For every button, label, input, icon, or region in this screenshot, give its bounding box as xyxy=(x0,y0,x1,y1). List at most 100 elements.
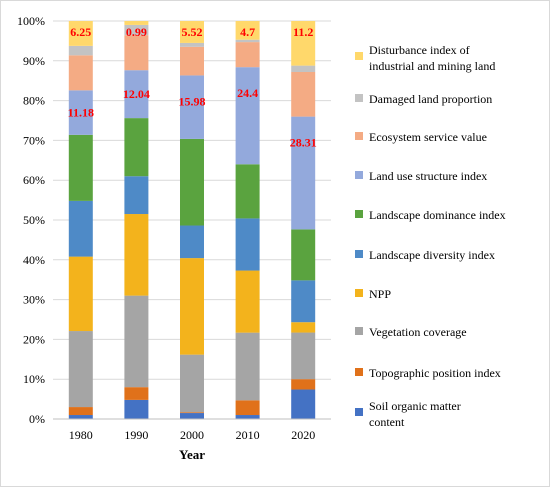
legend-swatch-npp xyxy=(355,289,363,297)
data-label-land-use-structure-index: 11.18 xyxy=(68,106,94,120)
bar-segment-topographic-position-index-1980 xyxy=(68,407,93,416)
legend-label-npp: NPP xyxy=(369,287,391,301)
legend-label-landscape-dominance-index: Landscape dominance index xyxy=(369,208,506,222)
data-label-disturbance-index-of-industrial-and-mining-land: 11.2 xyxy=(293,25,313,39)
y-tick-label: 30% xyxy=(23,293,45,307)
bar-segment-landscape-diversity-index-1990 xyxy=(124,176,149,215)
legend-label-land-use-structure-index: Land use structure index xyxy=(369,169,487,183)
legend-label-disturbance-index-of-industrial-and-mining-land: Disturbance index of industrial and minin… xyxy=(369,43,495,73)
legend-swatch-disturbance-index-of-industrial-and-mining-land xyxy=(355,52,363,60)
data-label-disturbance-index-of-industrial-and-mining-land: 0.99 xyxy=(126,25,147,39)
legend-swatch-topographic-position-index xyxy=(355,368,363,376)
bar-segment-ecosystem-service-value-2000 xyxy=(180,46,204,76)
data-label-land-use-structure-index: 12.04 xyxy=(123,87,150,101)
y-tick-label: 40% xyxy=(23,253,45,267)
bar-segment-landscape-dominance-index-1980 xyxy=(68,134,93,201)
bar-segment-landscape-dominance-index-1990 xyxy=(124,118,149,177)
data-label-land-use-structure-index: 28.31 xyxy=(290,136,317,150)
bar-segment-damaged-land-proportion-2020 xyxy=(291,65,316,72)
bar-segment-land-use-structure-index-2000 xyxy=(180,75,204,139)
data-labels: 6.25 0.99 5.52 4.7 11.2 11.18 12.04 15.98 24.4 28… xyxy=(68,25,317,150)
bar-segment-landscape-dominance-index-2010 xyxy=(235,164,260,219)
y-tick-label: 0% xyxy=(29,412,45,426)
bar-segment-land-use-structure-index-2020 xyxy=(291,116,316,230)
bar-segment-disturbance-index-of-industrial-and-mining-land-2020 xyxy=(291,21,316,66)
bar-segment-vegetation-coverage-2020 xyxy=(291,332,316,380)
bar-segment-disturbance-index-of-industrial-and-mining-land-1990 xyxy=(124,21,149,25)
bar-segment-npp-2000 xyxy=(180,258,204,355)
bar-segment-topographic-position-index-2000 xyxy=(180,412,204,414)
bars xyxy=(68,21,316,419)
bar-segment-npp-2010 xyxy=(235,270,260,333)
x-axis-ticks: 1980 1990 2000 2010 2020 xyxy=(69,428,315,442)
x-tick-label: 2020 xyxy=(291,428,315,442)
x-tick-label: 2010 xyxy=(236,428,260,442)
bar-segment-land-use-structure-index-1980 xyxy=(68,90,93,135)
bar-segment-landscape-diversity-index-1980 xyxy=(68,200,93,257)
bar-segment-land-use-structure-index-1990 xyxy=(124,70,149,119)
bar-segment-soil-organic-matter-content-2020 xyxy=(291,389,316,419)
x-tick-label: 1980 xyxy=(69,428,93,442)
y-tick-label: 50% xyxy=(23,213,45,227)
legend-swatch-damaged-land-proportion xyxy=(355,94,363,102)
legend-label-damaged-land-proportion: Damaged land proportion xyxy=(369,92,492,106)
bar-segment-landscape-dominance-index-2020 xyxy=(291,229,316,281)
bar-segment-ecosystem-service-value-2020 xyxy=(291,71,316,117)
legend-swatch-vegetation-coverage xyxy=(355,327,363,335)
bar-segment-topographic-position-index-2020 xyxy=(291,379,316,390)
bar-segment-landscape-diversity-index-2020 xyxy=(291,280,316,323)
y-tick-label: 70% xyxy=(23,133,45,147)
legend-label-landscape-diversity-index: Landscape diversity index xyxy=(369,248,495,262)
bar-segment-damaged-land-proportion-2010 xyxy=(235,39,260,43)
legend-label-topographic-position-index: Topographic position index xyxy=(369,366,501,380)
data-label-disturbance-index-of-industrial-and-mining-land: 4.7 xyxy=(240,25,255,39)
y-axis-ticks: 0% 10% 20% 30% 40% 50% 60% 70% 80% 90% 100% xyxy=(17,14,45,426)
bar-segment-ecosystem-service-value-1980 xyxy=(68,55,93,91)
bar-segment-topographic-position-index-1990 xyxy=(124,387,149,400)
bar-segment-npp-1980 xyxy=(68,256,93,332)
bar-segment-ecosystem-service-value-2010 xyxy=(235,42,260,68)
bar-segment-damaged-land-proportion-1990 xyxy=(124,24,149,36)
bar-segment-vegetation-coverage-2010 xyxy=(235,332,260,401)
y-tick-label: 80% xyxy=(23,94,45,108)
legend: Disturbance index of industrial and minin… xyxy=(355,43,506,429)
data-label-disturbance-index-of-industrial-and-mining-land: 6.25 xyxy=(70,25,91,39)
data-label-land-use-structure-index: 15.98 xyxy=(179,94,206,108)
bar-segment-damaged-land-proportion-2000 xyxy=(180,42,204,47)
x-axis-title: Year xyxy=(179,447,205,462)
y-tick-label: 90% xyxy=(23,54,45,68)
bar-segment-topographic-position-index-2010 xyxy=(235,400,260,416)
bar-segment-ecosystem-service-value-1990 xyxy=(124,35,149,71)
x-tick-label: 2000 xyxy=(180,428,204,442)
bar-segment-soil-organic-matter-content-2010 xyxy=(235,415,260,419)
bar-segment-landscape-dominance-index-2000 xyxy=(180,138,204,226)
bar-segment-land-use-structure-index-2010 xyxy=(235,67,260,165)
legend-label-ecosystem-service-value: Ecosystem service value xyxy=(369,130,487,144)
bar-segment-landscape-diversity-index-2010 xyxy=(235,218,260,271)
legend-label-vegetation-coverage: Vegetation coverage xyxy=(369,325,467,339)
legend-swatch-land-use-structure-index xyxy=(355,171,363,179)
bar-segment-disturbance-index-of-industrial-and-mining-land-2010 xyxy=(235,21,260,40)
y-tick-label: 60% xyxy=(23,173,45,187)
bar-segment-vegetation-coverage-1980 xyxy=(68,331,93,408)
x-tick-label: 1990 xyxy=(124,428,148,442)
bar-segment-disturbance-index-of-industrial-and-mining-land-2000 xyxy=(180,21,204,43)
bar-segment-landscape-diversity-index-2000 xyxy=(180,225,204,259)
y-tick-label: 100% xyxy=(17,14,45,28)
bar-segment-soil-organic-matter-content-2000 xyxy=(180,413,204,419)
bar-segment-npp-2020 xyxy=(291,322,316,333)
bar-segment-vegetation-coverage-2000 xyxy=(180,354,204,413)
data-label-disturbance-index-of-industrial-and-mining-land: 5.52 xyxy=(182,25,203,39)
bar-segment-damaged-land-proportion-1980 xyxy=(68,45,93,56)
bar-segment-vegetation-coverage-1990 xyxy=(124,295,149,388)
legend-swatch-landscape-dominance-index xyxy=(355,210,363,218)
bar-segment-soil-organic-matter-content-1980 xyxy=(68,415,93,419)
bar-segment-soil-organic-matter-content-1990 xyxy=(124,399,149,419)
y-tick-label: 20% xyxy=(23,332,45,346)
legend-label-soil-organic-matter-content: Soil organic matter content xyxy=(369,399,461,429)
data-label-land-use-structure-index: 24.4 xyxy=(237,86,258,100)
bar-segment-npp-1990 xyxy=(124,214,149,296)
legend-swatch-landscape-diversity-index xyxy=(355,250,363,258)
